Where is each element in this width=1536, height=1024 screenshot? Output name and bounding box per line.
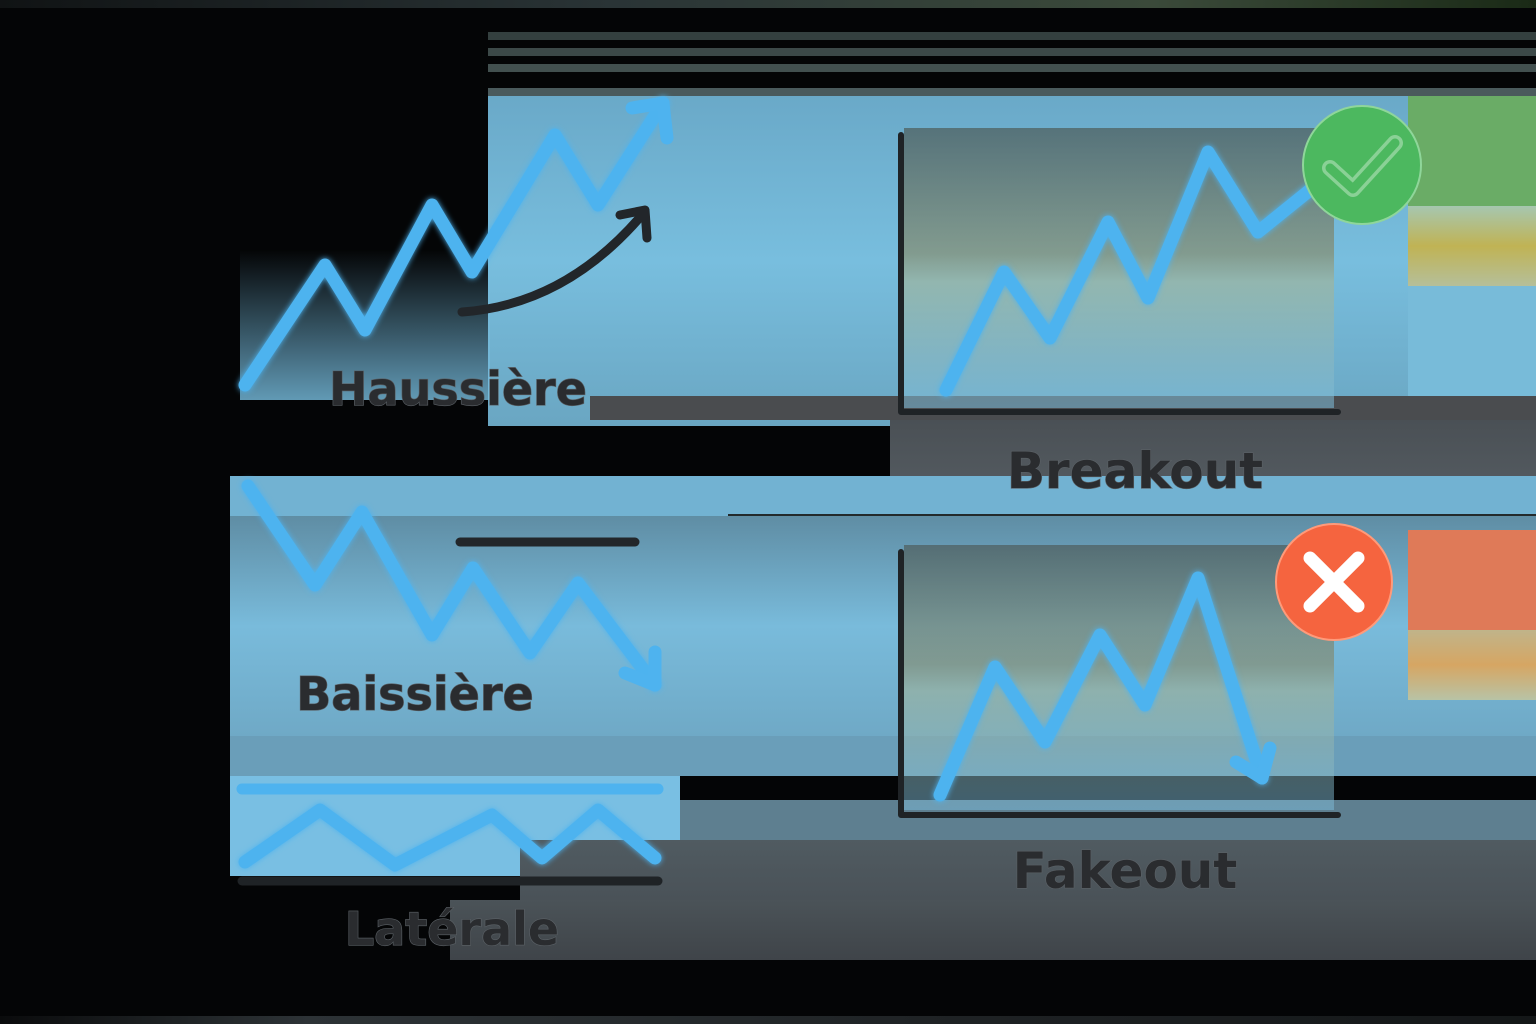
breakout-axes [898, 132, 1341, 415]
breakout-price-line [939, 145, 1317, 397]
bearish-trend-panel: Baissière [241, 479, 662, 722]
arrow-down-icon [618, 645, 662, 692]
fakeout-label: Fakeout [1013, 842, 1238, 900]
breakout-panel: Breakout [898, 105, 1422, 501]
arrow-up-icon [625, 96, 674, 145]
check-icon [1302, 105, 1422, 225]
bullish-price-line [238, 96, 670, 392]
sideways-trend-panel: Latérale [236, 783, 664, 957]
sideways-price-line [238, 803, 662, 872]
cross-icon [1275, 523, 1393, 641]
bullish-label: Haussière [329, 362, 587, 416]
arrow-down-icon [1229, 741, 1277, 785]
bearish-price-line [241, 479, 662, 692]
sideways-label: Latérale [345, 902, 559, 956]
fakeout-panel: Fakeout [898, 523, 1393, 901]
bearish-label: Baissière [296, 667, 533, 721]
fakeout-price-line [933, 571, 1269, 802]
breakout-label: Breakout [1007, 442, 1263, 500]
curved-arrow-icon [457, 210, 647, 317]
fakeout-axes [898, 549, 1341, 818]
bullish-trend-panel: Haussière [238, 96, 674, 417]
